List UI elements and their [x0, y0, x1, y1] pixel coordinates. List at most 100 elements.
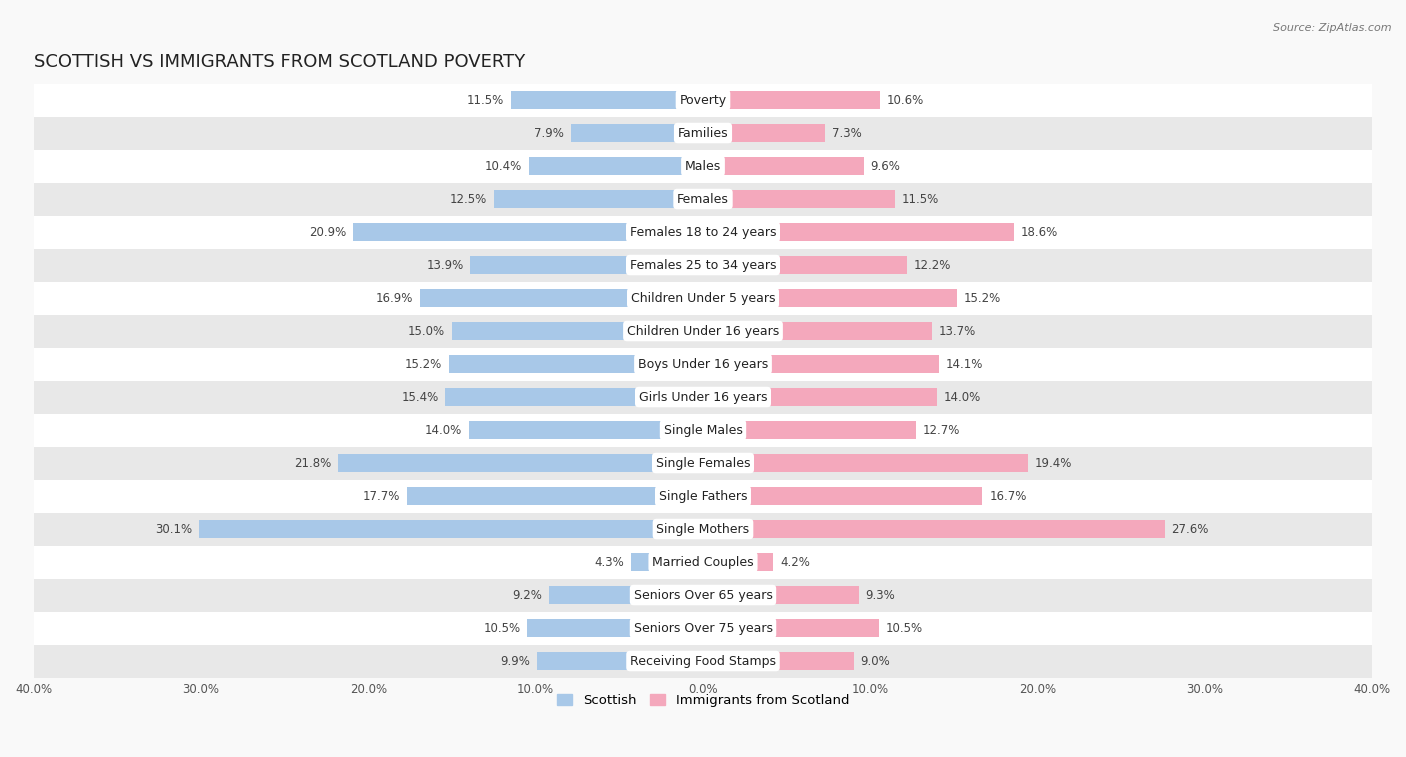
- Text: 11.5%: 11.5%: [467, 94, 503, 107]
- Text: Children Under 16 years: Children Under 16 years: [627, 325, 779, 338]
- Bar: [703, 355, 939, 373]
- Text: 20.9%: 20.9%: [309, 226, 346, 238]
- Bar: [703, 619, 879, 637]
- Text: Single Mothers: Single Mothers: [657, 522, 749, 535]
- Bar: [703, 157, 863, 175]
- Text: 30.1%: 30.1%: [156, 522, 193, 535]
- Text: 14.1%: 14.1%: [946, 357, 983, 370]
- Bar: [471, 256, 703, 274]
- Text: Married Couples: Married Couples: [652, 556, 754, 569]
- Text: 9.9%: 9.9%: [501, 655, 530, 668]
- Bar: [34, 150, 1372, 182]
- Text: 7.3%: 7.3%: [832, 126, 862, 139]
- Bar: [420, 289, 703, 307]
- Text: Families: Families: [678, 126, 728, 139]
- Bar: [34, 182, 1372, 216]
- Bar: [631, 553, 703, 571]
- Bar: [34, 644, 1372, 678]
- Bar: [703, 256, 907, 274]
- Text: 15.2%: 15.2%: [405, 357, 441, 370]
- Text: 4.3%: 4.3%: [595, 556, 624, 569]
- Bar: [34, 612, 1372, 644]
- Text: 7.9%: 7.9%: [534, 126, 564, 139]
- Text: Single Females: Single Females: [655, 456, 751, 469]
- Text: 18.6%: 18.6%: [1021, 226, 1059, 238]
- Text: 4.2%: 4.2%: [780, 556, 810, 569]
- Bar: [34, 447, 1372, 479]
- Bar: [34, 347, 1372, 381]
- Text: Source: ZipAtlas.com: Source: ZipAtlas.com: [1274, 23, 1392, 33]
- Bar: [200, 520, 703, 538]
- Bar: [703, 652, 853, 670]
- Bar: [34, 248, 1372, 282]
- Bar: [703, 520, 1166, 538]
- Text: 9.2%: 9.2%: [512, 588, 543, 602]
- Bar: [527, 619, 703, 637]
- Bar: [34, 578, 1372, 612]
- Text: Females 18 to 24 years: Females 18 to 24 years: [630, 226, 776, 238]
- Text: 10.5%: 10.5%: [484, 621, 520, 634]
- Text: 14.0%: 14.0%: [425, 423, 463, 437]
- Text: Males: Males: [685, 160, 721, 173]
- Bar: [703, 421, 915, 439]
- Bar: [571, 124, 703, 142]
- Text: Seniors Over 65 years: Seniors Over 65 years: [634, 588, 772, 602]
- Text: Females 25 to 34 years: Females 25 to 34 years: [630, 259, 776, 272]
- Text: 10.6%: 10.6%: [887, 94, 924, 107]
- Bar: [548, 586, 703, 604]
- Text: Children Under 5 years: Children Under 5 years: [631, 291, 775, 304]
- Text: 11.5%: 11.5%: [903, 192, 939, 205]
- Bar: [529, 157, 703, 175]
- Bar: [703, 553, 773, 571]
- Text: 12.7%: 12.7%: [922, 423, 960, 437]
- Bar: [451, 322, 703, 340]
- Text: 17.7%: 17.7%: [363, 490, 401, 503]
- Bar: [34, 512, 1372, 546]
- Text: 9.6%: 9.6%: [870, 160, 900, 173]
- Bar: [34, 314, 1372, 347]
- Text: 21.8%: 21.8%: [294, 456, 332, 469]
- Bar: [703, 388, 938, 406]
- Text: 9.0%: 9.0%: [860, 655, 890, 668]
- Text: Receiving Food Stamps: Receiving Food Stamps: [630, 655, 776, 668]
- Bar: [34, 479, 1372, 512]
- Text: 27.6%: 27.6%: [1171, 522, 1209, 535]
- Bar: [703, 586, 859, 604]
- Text: 10.5%: 10.5%: [886, 621, 922, 634]
- Bar: [34, 117, 1372, 150]
- Text: Poverty: Poverty: [679, 94, 727, 107]
- Legend: Scottish, Immigrants from Scotland: Scottish, Immigrants from Scotland: [551, 689, 855, 712]
- Bar: [406, 487, 703, 505]
- Bar: [703, 454, 1028, 472]
- Text: Seniors Over 75 years: Seniors Over 75 years: [634, 621, 772, 634]
- Text: Single Males: Single Males: [664, 423, 742, 437]
- Bar: [703, 487, 983, 505]
- Bar: [703, 91, 880, 109]
- Text: SCOTTISH VS IMMIGRANTS FROM SCOTLAND POVERTY: SCOTTISH VS IMMIGRANTS FROM SCOTLAND POV…: [34, 53, 524, 71]
- Text: 14.0%: 14.0%: [943, 391, 981, 403]
- Text: Single Fathers: Single Fathers: [659, 490, 747, 503]
- Text: 16.9%: 16.9%: [375, 291, 413, 304]
- Bar: [34, 282, 1372, 314]
- Bar: [703, 322, 932, 340]
- Text: 19.4%: 19.4%: [1035, 456, 1071, 469]
- Text: 13.7%: 13.7%: [939, 325, 976, 338]
- Bar: [34, 216, 1372, 248]
- Bar: [703, 190, 896, 208]
- Text: Boys Under 16 years: Boys Under 16 years: [638, 357, 768, 370]
- Text: 12.2%: 12.2%: [914, 259, 952, 272]
- Text: 9.3%: 9.3%: [865, 588, 896, 602]
- Bar: [34, 546, 1372, 578]
- Bar: [494, 190, 703, 208]
- Bar: [34, 83, 1372, 117]
- Bar: [339, 454, 703, 472]
- Bar: [34, 413, 1372, 447]
- Bar: [468, 421, 703, 439]
- Text: 12.5%: 12.5%: [450, 192, 486, 205]
- Text: Girls Under 16 years: Girls Under 16 years: [638, 391, 768, 403]
- Text: 10.4%: 10.4%: [485, 160, 522, 173]
- Text: 15.2%: 15.2%: [965, 291, 1001, 304]
- Bar: [446, 388, 703, 406]
- Bar: [537, 652, 703, 670]
- Bar: [34, 381, 1372, 413]
